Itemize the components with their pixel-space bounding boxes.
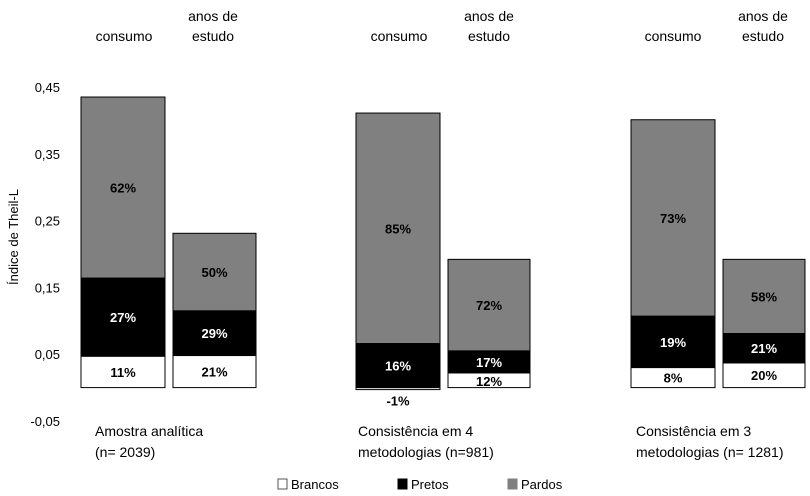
data-label: 20% <box>751 368 777 383</box>
data-label: 73% <box>660 211 686 226</box>
y-tick-label: 0,15 <box>35 280 60 295</box>
legend-swatch <box>277 478 288 490</box>
data-label: 62% <box>110 181 136 196</box>
bar-header: estudo <box>192 28 234 44</box>
bar-segment-pretos <box>630 315 716 369</box>
data-label: 19% <box>660 335 686 350</box>
bar-stack: 11% 27% 62% <box>80 96 166 389</box>
legend-item-pardos: Pardos <box>507 477 563 492</box>
legend-item-pretos: Pretos <box>397 477 449 492</box>
data-label: 58% <box>751 289 777 304</box>
bar-stack: 20% 21% 58% <box>722 258 806 389</box>
y-axis-label: Índice de Theil-L <box>6 189 21 285</box>
legend-swatch <box>397 478 408 490</box>
bar-header: estudo <box>742 28 784 44</box>
legend-label: Pardos <box>521 477 563 492</box>
bar-segment-brancos <box>722 362 806 389</box>
group-label: (n= 2039) <box>95 444 155 460</box>
bar-segment-pardos <box>80 96 166 279</box>
data-label: 27% <box>110 310 136 325</box>
legend-label: Pretos <box>411 477 449 492</box>
bar-segment-pretos <box>172 310 257 357</box>
group-label: Amostra analítica <box>95 423 203 439</box>
bar-segment-brancos <box>172 355 257 389</box>
legend-swatch <box>507 478 518 490</box>
bar-segment-pardos <box>172 232 257 312</box>
data-label: 11% <box>110 365 136 380</box>
bar-stack: 8% 19% 73% <box>630 119 716 389</box>
group-label: metodologias (n=981) <box>358 444 494 460</box>
bar-stack: -1% 16% 85% <box>355 112 441 409</box>
data-label: 85% <box>385 221 411 236</box>
y-tick-label: 0,05 <box>35 347 60 362</box>
bar-segment-pretos <box>80 277 166 357</box>
group-label: Consistência em 3 <box>636 423 751 439</box>
legend-item-brancos: Brancos <box>277 477 339 492</box>
legend: Brancos Pretos Pardos <box>277 477 563 492</box>
bar-header: consumo <box>371 28 428 44</box>
bar-segment-pretos <box>355 343 441 389</box>
data-label: 72% <box>476 298 502 313</box>
bar-segment-pretos <box>722 332 806 364</box>
bar-stack: 21% 29% 50% <box>172 232 257 389</box>
bar-segment-pardos <box>447 258 531 352</box>
bar-headers: consumo anos de estudo consumo anos de estudo… <box>96 8 789 44</box>
data-label: 8% <box>664 371 683 386</box>
y-tick-label: 0,25 <box>35 214 60 229</box>
bar-header: consumo <box>96 28 153 44</box>
data-label: 16% <box>385 359 411 374</box>
group-label: Consistência em 4 <box>358 423 473 439</box>
data-label: 50% <box>201 265 227 280</box>
group-label: metodologias (n= 1281) <box>636 444 784 460</box>
data-label: 21% <box>201 365 227 380</box>
bar-header: consumo <box>645 28 702 44</box>
bar-segment-pardos <box>722 258 806 334</box>
y-tick-label: 0,35 <box>35 147 60 162</box>
bar-header: anos de <box>464 8 514 24</box>
data-label: 21% <box>751 341 777 356</box>
data-label: 29% <box>201 326 227 341</box>
y-tick-label: 0,45 <box>35 80 60 95</box>
group-labels: Amostra analítica (n= 2039) Consistência e… <box>95 423 784 460</box>
bar-segment-pardos <box>630 119 716 317</box>
bars-layer: 11% 27% 62% 21% 29% 50% -1% 16% 85% 12% 17% 72% 8% 19… <box>80 96 806 409</box>
bar-header: anos de <box>738 8 788 24</box>
data-label: 12% <box>476 374 502 389</box>
bar-header: anos de <box>188 8 238 24</box>
bar-segment-pardos <box>355 112 441 345</box>
bar-header: estudo <box>468 28 510 44</box>
bar-segment-brancos <box>80 355 166 389</box>
legend-label: Brancos <box>291 477 339 492</box>
y-tick-label: -0,05 <box>30 414 60 429</box>
data-label: -1% <box>386 394 410 409</box>
y-axis: 0,45 0,35 0,25 0,15 0,05 -0,05 <box>30 80 60 429</box>
bar-stack: 12% 17% 72% <box>447 258 531 389</box>
data-label: 17% <box>476 355 502 370</box>
